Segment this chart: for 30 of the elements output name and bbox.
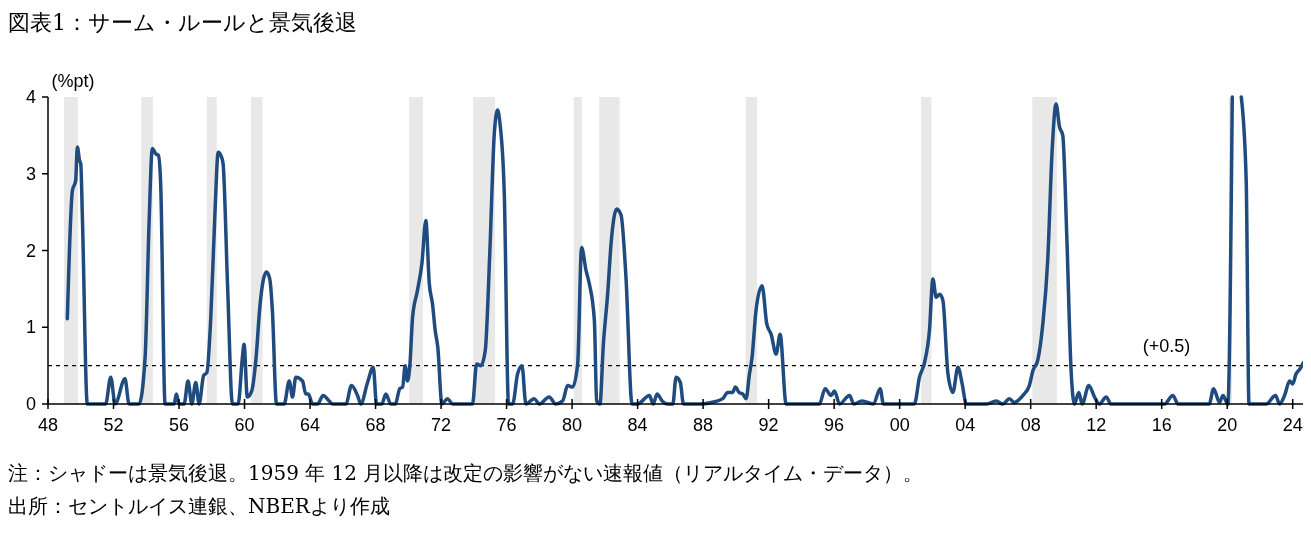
y-tick-label: 4: [25, 87, 36, 107]
x-tick-label: 72: [431, 415, 452, 435]
x-tick-label: 68: [365, 415, 386, 435]
y-tick-label: 2: [25, 240, 36, 261]
x-tick-label: 64: [300, 415, 321, 435]
x-tick-label: 92: [758, 415, 779, 435]
y-axis-title: (%pt): [51, 71, 95, 91]
x-tick-label: 12: [1086, 415, 1107, 435]
x-tick-label: 56: [169, 415, 190, 435]
y-tick-label: 1: [25, 317, 36, 338]
y-tick-label: 3: [25, 163, 36, 184]
x-tick-label: 76: [496, 415, 517, 435]
x-tick-label: 20: [1217, 415, 1238, 435]
x-tick-label: 80: [562, 415, 583, 435]
chart-title: 図表1：サーム・ルールと景気後退: [8, 10, 357, 35]
x-tick-label: 04: [955, 415, 976, 435]
x-tick-label: 48: [37, 415, 59, 435]
x-tick-label: 60: [234, 415, 255, 435]
x-tick-label: 88: [693, 415, 714, 435]
x-tick-label: 08: [1020, 415, 1041, 435]
x-tick-label: 16: [1151, 415, 1172, 435]
x-tick-label: 24: [1282, 415, 1303, 435]
x-tick-label: 96: [824, 415, 845, 435]
x-tick-label: 84: [627, 415, 648, 435]
y-tick-label: 0: [25, 394, 36, 414]
text: 出所：セントルイス連銀、NBERより作成: [8, 494, 390, 518]
text: 注：シャドーは景気後退。1959 年 12 月以降は改定の影響がない速報値（リアルタイム・データ）。: [8, 461, 924, 485]
ref-line-label: (+0.5): [1142, 335, 1191, 356]
x-tick-label: 00: [889, 415, 910, 435]
x-tick-label: 52: [103, 415, 124, 435]
